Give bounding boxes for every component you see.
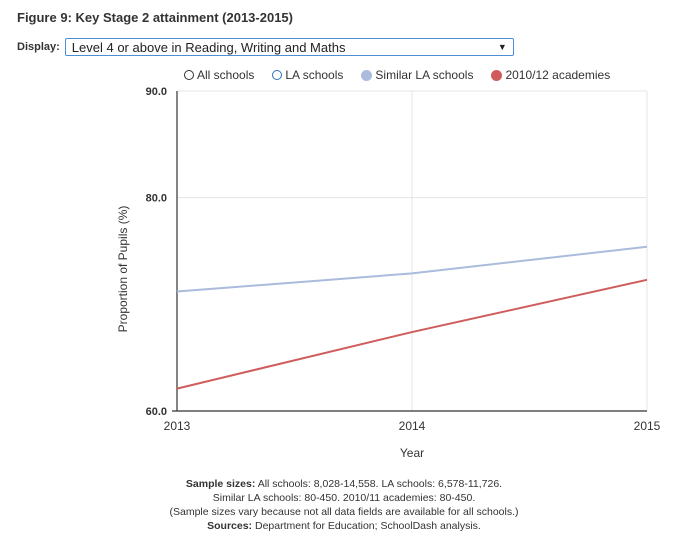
footer-sample-sizes-text: All schools: 8,028-14,558. LA schools: 6…	[255, 478, 503, 490]
series-line	[176, 278, 648, 390]
footer-line-3: (Sample sizes vary because not all data …	[169, 506, 519, 518]
legend-label: Similar LA schools	[375, 68, 474, 82]
x-tick-label: 2013	[164, 419, 191, 433]
display-row: Display: Level 4 or above in Reading, Wr…	[17, 38, 514, 56]
y-tick-label: 60.0	[146, 406, 167, 418]
display-label: Display:	[17, 41, 60, 53]
x-tick-label: 2015	[634, 419, 661, 433]
display-select[interactable]: Level 4 or above in Reading, Writing and…	[64, 38, 514, 56]
figure-title: Figure 9: Key Stage 2 attainment (2013-2…	[17, 10, 293, 25]
radio-icon	[491, 69, 503, 81]
chart-axes	[172, 91, 647, 412]
footer-sample-sizes-label: Sample sizes:	[185, 478, 256, 490]
display-select-value: Level 4 or above in Reading, Writing and…	[71, 39, 346, 55]
footer-line-4: Sources: Department for Education; Schoo…	[0, 519, 689, 533]
legend-label: All schools	[197, 68, 255, 82]
legend-label: LA schools	[285, 68, 344, 82]
legend-item-all-schools[interactable]: All schools	[184, 68, 254, 82]
footer-sources-label: Sources:	[207, 520, 253, 532]
chart-grid	[177, 90, 648, 412]
radio-icon	[361, 69, 373, 81]
y-tick-label: 90.0	[146, 86, 167, 98]
x-tick-label: 2014	[399, 419, 426, 433]
radio-icon	[184, 70, 194, 80]
chart-series	[176, 245, 648, 390]
x-axis-title: Year	[400, 446, 424, 460]
y-axis-title: Proportion of Pupils (%)	[116, 206, 130, 333]
chevron-down-icon: ▼	[497, 42, 507, 52]
legend-item-la-schools[interactable]: LA schools	[272, 68, 343, 82]
footer-sources-text: Department for Education; SchoolDash ana…	[252, 520, 481, 532]
legend: All schools LA schools Similar LA school…	[184, 68, 610, 82]
legend-item-similar-la-schools[interactable]: Similar LA schools	[361, 68, 473, 82]
footer-line-2: Similar LA schools: 80-450. 2010/11 acad…	[212, 492, 476, 504]
chart-footer: Sample sizes: All schools: 8,028-14,558.…	[0, 477, 689, 533]
legend-item-academies[interactable]: 2010/12 academies	[491, 68, 610, 82]
y-tick-label: 80.0	[146, 193, 167, 205]
series-line	[176, 245, 648, 293]
footer-line-1: Sample sizes: All schools: 8,028-14,558.…	[0, 477, 689, 491]
radio-icon	[272, 70, 283, 80]
legend-label: 2010/12 academies	[505, 68, 611, 82]
